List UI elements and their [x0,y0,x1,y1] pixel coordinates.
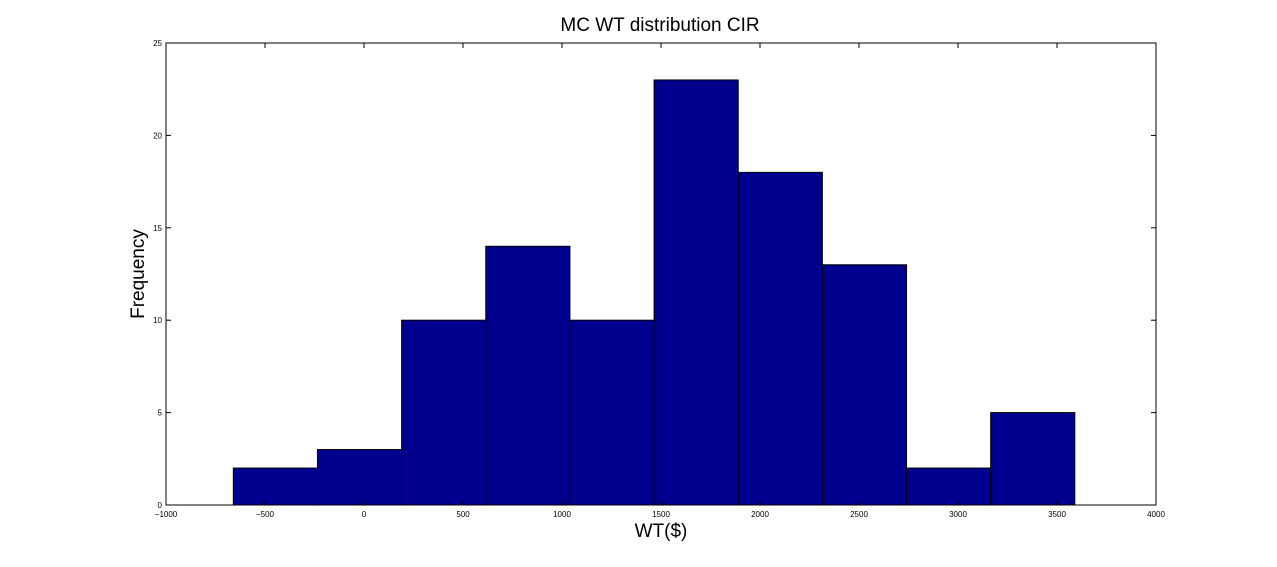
y-tick-label: 5 [158,409,163,418]
x-tick-label: 500 [456,510,470,519]
y-tick-label: 15 [153,224,162,233]
y-tick-labels: 0 5 10 15 20 25 [153,39,162,510]
histogram-bar [401,319,487,506]
chart-title: MC WT distribution CIR [560,15,759,36]
histogram-bar [485,245,571,506]
x-tick-label: 3000 [949,510,967,519]
histogram-bar [569,319,655,506]
histogram-bar [821,264,908,506]
x-tick-label: −500 [256,510,275,519]
y-tick-label: 10 [153,316,162,325]
histogram-bar [990,412,1076,506]
histogram-bar [737,171,823,506]
histogram-bar [906,467,992,506]
x-tick-label: −1000 [155,510,178,519]
x-tick-labels: −1000 −500 0 500 1000 1500 2000 2500 3000 3500 400… [155,510,1166,519]
x-axis-label: WT($) [635,521,688,542]
x-tick-label: 1000 [553,510,571,519]
histogram-bar [653,79,739,506]
bars-group [232,79,1076,506]
x-tick-label: 4000 [1147,510,1165,519]
ticks-group [165,42,1157,506]
y-tick-label: 20 [153,131,162,140]
x-tick-label: 1500 [652,510,670,519]
x-tick-label: 2000 [751,510,769,519]
y-tick-label: 0 [158,501,163,510]
y-tick-label: 25 [153,39,162,48]
x-tick-label: 2500 [850,510,868,519]
x-tick-label: 0 [362,510,367,519]
y-axis-label: Frequency [128,229,149,319]
histogram-bar [232,467,318,506]
x-tick-label: 3500 [1048,510,1066,519]
histogram-bar [316,449,403,506]
